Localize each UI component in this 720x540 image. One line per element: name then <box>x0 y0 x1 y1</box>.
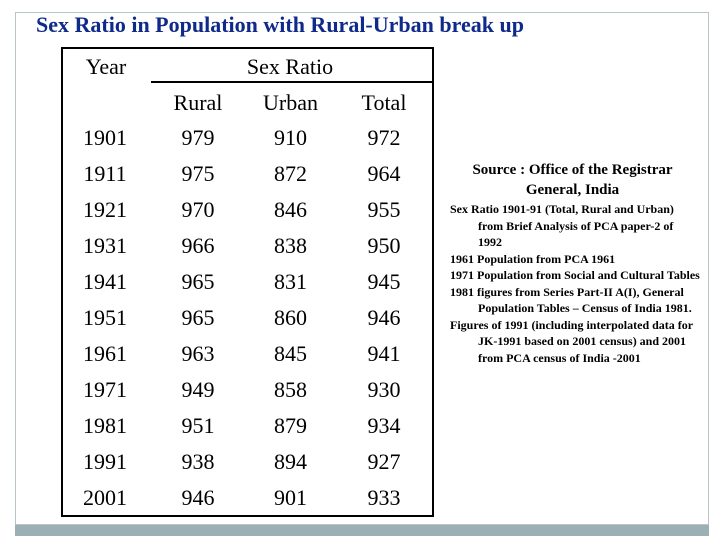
urban-cell: 845 <box>274 341 307 366</box>
year-cell: 1981 <box>83 413 127 438</box>
urban-cell: 879 <box>274 413 307 438</box>
slide-frame <box>15 12 709 525</box>
year-cell: 1961 <box>83 341 127 366</box>
urban-cell: 894 <box>274 449 307 474</box>
year-cell: 1931 <box>83 233 127 258</box>
total-cell: 972 <box>367 125 401 150</box>
sex-ratio-header: Sex Ratio <box>246 54 334 79</box>
rural-cell: 970 <box>181 197 215 222</box>
slide-title: Sex Ratio in Population with Rural-Urban… <box>36 12 524 37</box>
year-header: Year <box>85 54 127 79</box>
urban-cell: 910 <box>274 125 307 150</box>
urban-header: Urban <box>263 90 318 115</box>
year-cell: 1941 <box>83 269 127 294</box>
total-cell: 955 <box>367 197 401 222</box>
total-cell: 946 <box>367 305 401 330</box>
rural-cell: 938 <box>181 449 215 474</box>
rural-cell: 963 <box>181 341 215 366</box>
source-note: 1961 Population from PCA 1961 <box>450 251 616 266</box>
total-cell: 941 <box>367 341 401 366</box>
source-notes: Sex Ratio 1901-91 (Total, Rural and Urba… <box>450 201 700 366</box>
year-cell: 1921 <box>83 197 127 222</box>
rural-cell: 965 <box>181 269 215 294</box>
total-cell: 964 <box>367 161 401 186</box>
rural-cell: 966 <box>181 233 215 258</box>
source-note: Sex Ratio 1901-91 (Total, Rural and Urba… <box>450 202 674 249</box>
urban-cell: 860 <box>274 305 307 330</box>
rural-header: Rural <box>173 90 223 115</box>
rural-cell: 951 <box>181 413 215 438</box>
urban-cell: 872 <box>274 161 307 186</box>
year-cell: 1951 <box>83 305 127 330</box>
total-cell: 927 <box>367 449 401 474</box>
total-header: Total <box>361 90 407 115</box>
rural-cell: 965 <box>181 305 215 330</box>
urban-cell: 858 <box>274 377 307 402</box>
sex-ratio-header-box <box>151 47 434 83</box>
source-note: 1981 figures from Series Part-II A(I), G… <box>450 284 692 316</box>
urban-cell: 901 <box>274 485 307 510</box>
rural-cell: 979 <box>181 125 215 150</box>
year-cell: 1971 <box>83 377 127 402</box>
total-cell: 933 <box>367 485 401 510</box>
source-note: Figures of 1991 (including interpolated … <box>450 317 693 365</box>
bottom-band <box>15 525 709 536</box>
rural-cell: 949 <box>181 377 215 402</box>
rural-cell: 975 <box>181 161 215 186</box>
total-cell: 934 <box>367 413 401 438</box>
source-note: 1971 Population from Social and Cultural… <box>450 268 700 282</box>
urban-cell: 846 <box>274 197 307 222</box>
total-cell: 945 <box>367 269 401 294</box>
year-cell: 1901 <box>83 125 127 150</box>
rural-cell: 946 <box>181 485 215 510</box>
year-cell: 2001 <box>83 485 127 510</box>
total-cell: 930 <box>367 377 401 402</box>
year-cell: 1911 <box>83 161 127 186</box>
year-cell: 1991 <box>83 449 127 474</box>
source-title: Source : Office of the Registrar General… <box>472 162 673 198</box>
urban-cell: 831 <box>274 269 307 294</box>
urban-cell: 838 <box>274 233 307 258</box>
total-cell: 950 <box>367 233 401 258</box>
